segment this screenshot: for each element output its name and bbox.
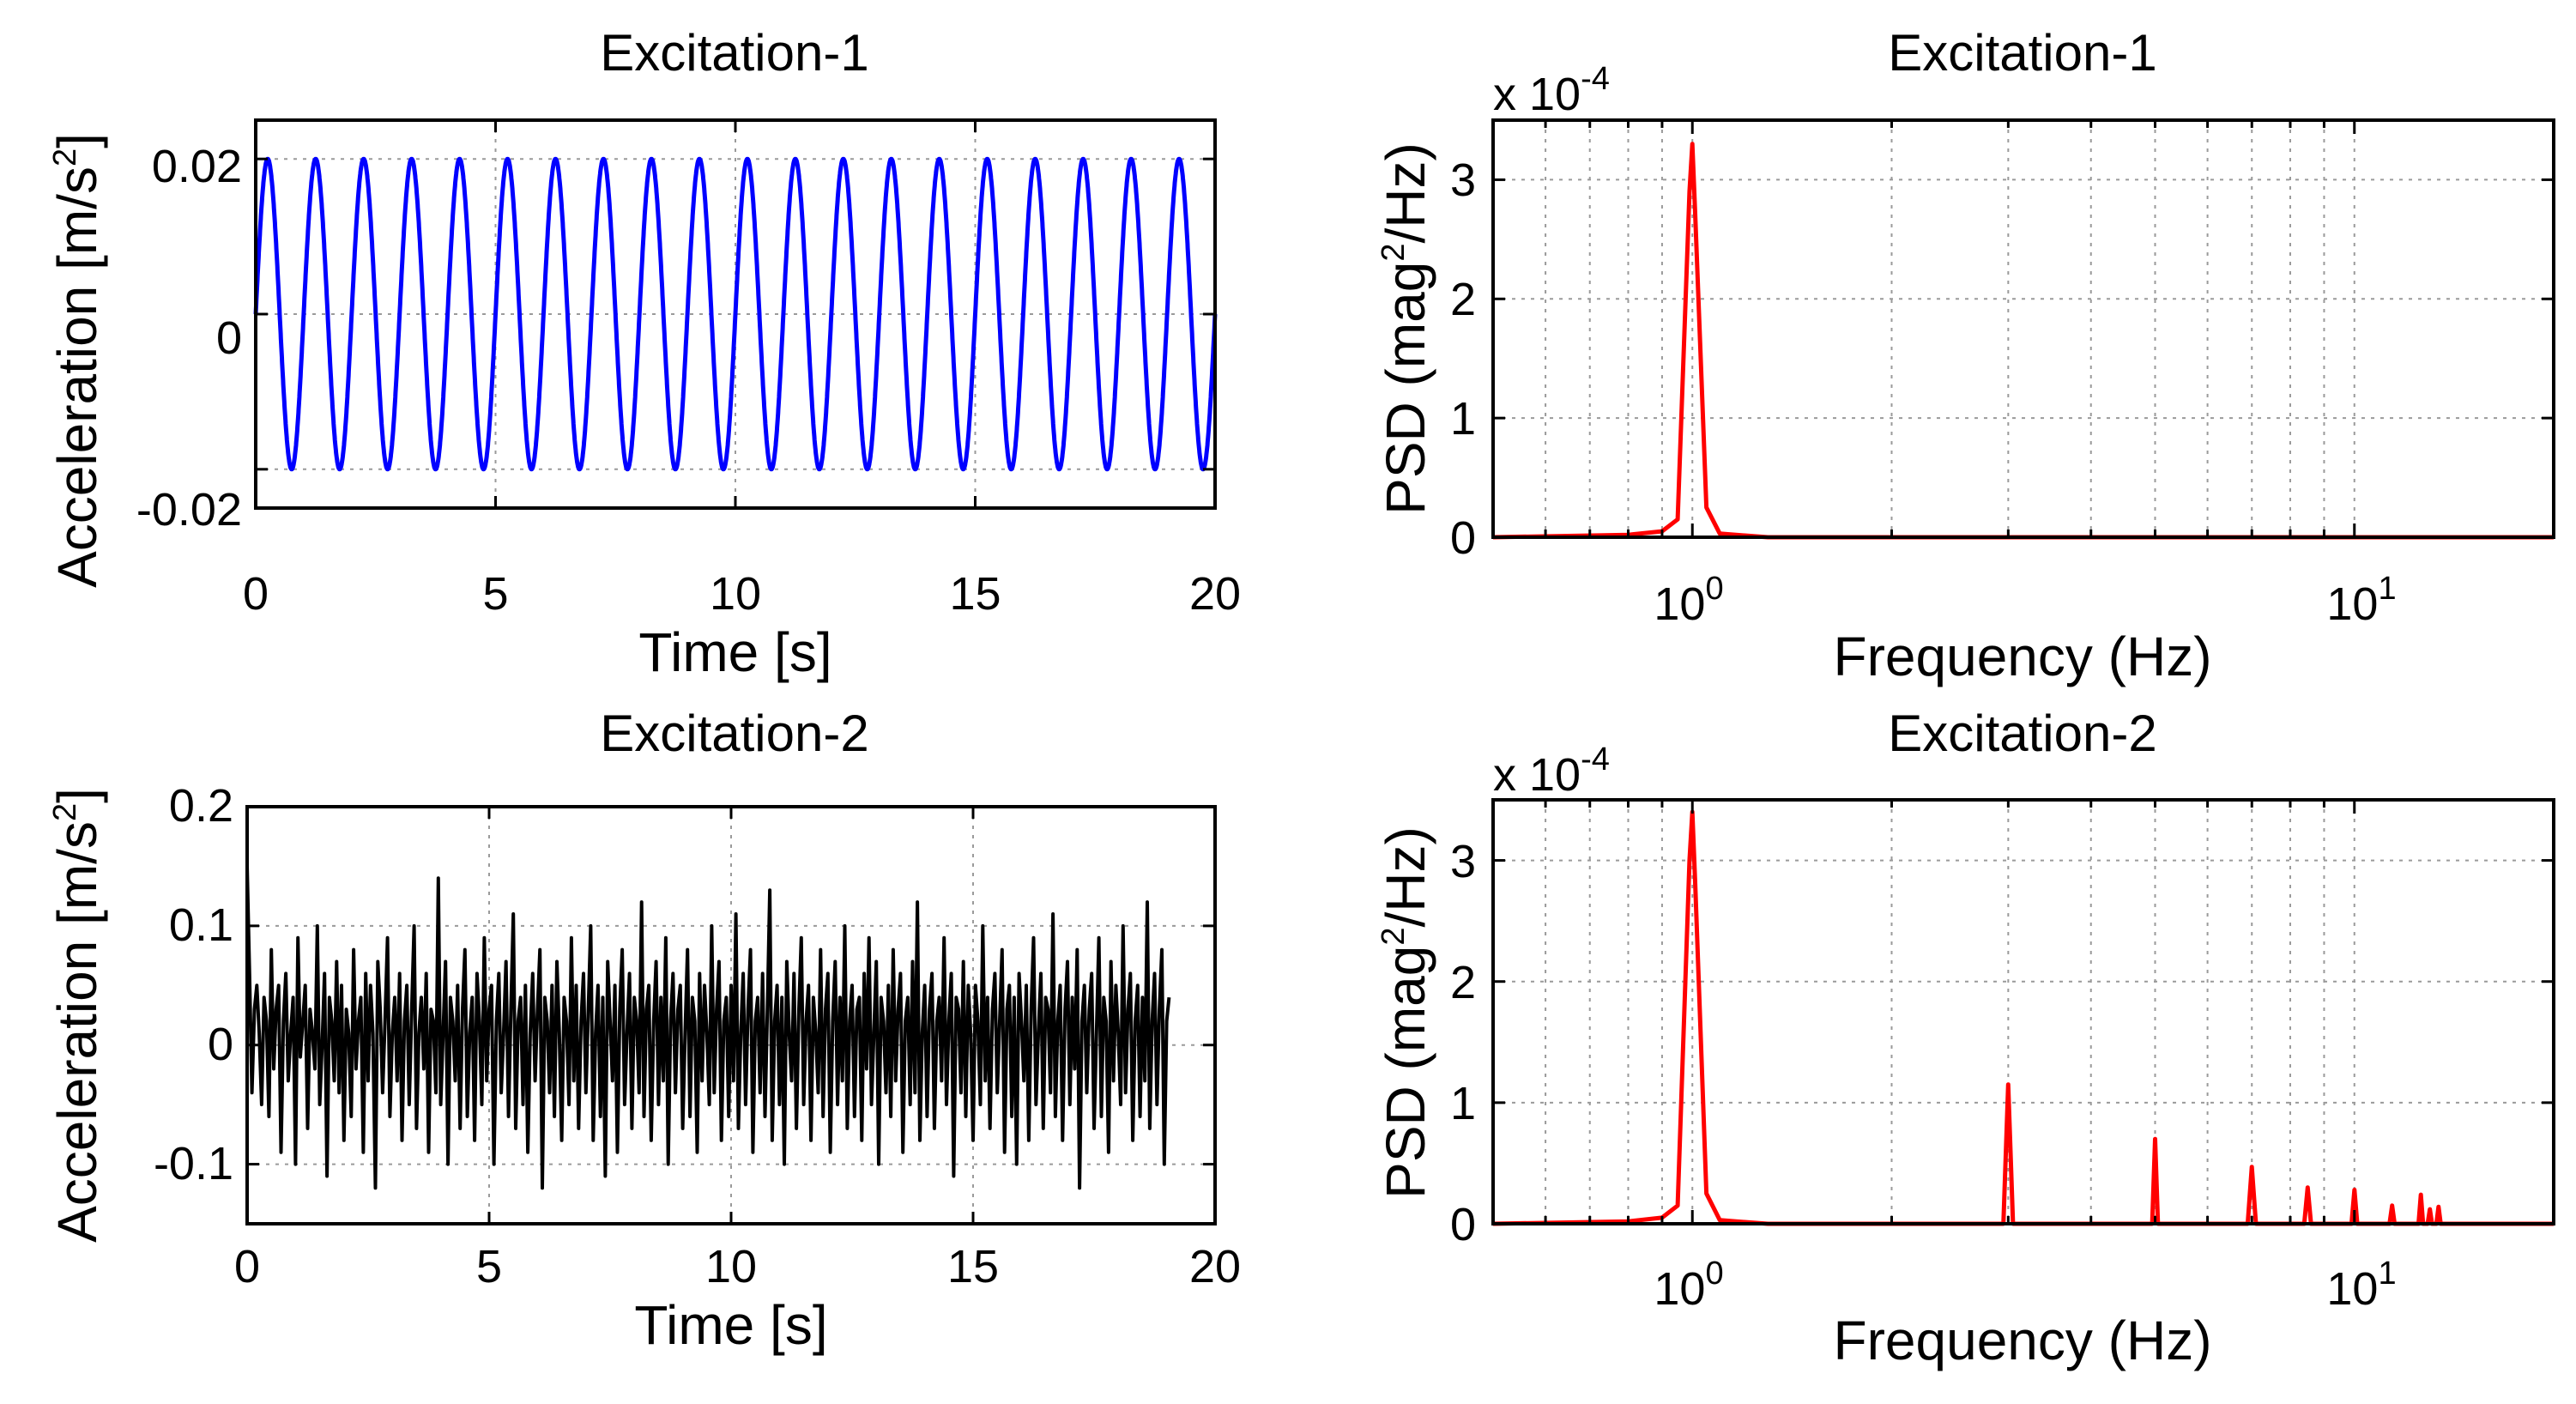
series-line-random: [245, 866, 1171, 1190]
y-axis-label: Acceleration [m/s2]: [46, 133, 108, 588]
grid: [1492, 120, 2555, 538]
y-tick-labels: -0.1 0 0.1 0.2: [154, 780, 233, 1189]
y-tick-label: 0: [1450, 1199, 1476, 1250]
y-tick-label: 1: [1450, 1078, 1476, 1129]
x-tick-label: 100: [1654, 1256, 1723, 1315]
y-tick-labels: 0 1 2 3: [1450, 836, 1476, 1250]
y-tick-label: -0.02: [136, 484, 242, 536]
panel-title: Excitation-1: [600, 24, 868, 82]
x-tick-labels: 0 5 10 15 20: [243, 568, 1241, 620]
x-tick-label: 5: [476, 1241, 502, 1292]
x-tick-labels: 100 101: [1654, 1256, 2396, 1315]
series-line-sine: [253, 156, 1218, 472]
y-tick-labels: 0 1 2 3: [1450, 154, 1476, 564]
y-tick-label: 3: [1450, 154, 1476, 206]
grid: [1492, 800, 2555, 1225]
x-tick-label: 15: [947, 1241, 999, 1292]
panel-excitation-1-time: Excitation-1 0 5 10 15 20 -0.02 0 0.02 T…: [46, 24, 1241, 683]
x-tick-label: 20: [1189, 568, 1241, 620]
plot-area: [1492, 809, 2554, 1226]
x-tick-label: 10: [705, 1241, 757, 1292]
plot-area: [1492, 142, 2554, 540]
x-tick-label: 100: [1654, 571, 1723, 630]
tick-marks: [254, 120, 1217, 508]
x-axis-label: Frequency (Hz): [1834, 1310, 2212, 1371]
axes-frame: [1491, 118, 2555, 539]
tick-marks: [245, 805, 1217, 1224]
x-tick-label: 0: [234, 1241, 260, 1292]
y-tick-label: 1: [1450, 393, 1476, 445]
tick-marks: [1491, 120, 2555, 539]
panel-excitation-2-psd: Excitation-2 x 10-4 100 101 0 1 2 3 Freq…: [1375, 705, 2555, 1371]
x-tick-label: 0: [243, 568, 269, 620]
plot-area: [245, 866, 1171, 1190]
series-line-psd: [1492, 809, 2554, 1226]
x-tick-label: 10: [710, 568, 761, 620]
panel-title: Excitation-2: [1888, 705, 2156, 762]
x-tick-labels: 0 5 10 15 20: [234, 1241, 1241, 1292]
y-axis-label: Acceleration [m/s2]: [46, 788, 108, 1243]
y-tick-label: -0.1: [154, 1138, 233, 1189]
axes-frame: [1491, 798, 2555, 1225]
x-axis-label: Time [s]: [638, 621, 831, 683]
x-axis-label: Frequency (Hz): [1834, 626, 2212, 687]
y-tick-label: 0: [208, 1019, 233, 1070]
y-axis-label: PSD (mag2/Hz): [1375, 142, 1436, 515]
x-axis-label: Time [s]: [634, 1294, 827, 1356]
x-tick-label: 5: [482, 568, 508, 620]
plot-area: [253, 156, 1218, 472]
y-tick-label: 0.2: [169, 780, 233, 832]
y-axis-label: PSD (mag2/Hz): [1375, 826, 1436, 1199]
y-multiplier: x 10-4: [1493, 741, 1610, 801]
series-line-psd: [1492, 142, 2554, 540]
y-tick-label: 2: [1450, 274, 1476, 325]
x-tick-label: 101: [2326, 571, 2396, 630]
x-tick-label: 15: [949, 568, 1001, 620]
y-tick-label: 2: [1450, 957, 1476, 1008]
y-multiplier: x 10-4: [1493, 61, 1610, 120]
panel-excitation-1-psd: Excitation-1 x 10-4 100 101 0 1 2 3 Freq…: [1375, 24, 2555, 687]
panel-excitation-2-time: Excitation-2 0 5 10 15 20 -0.1 0 0.1 0.2…: [46, 705, 1241, 1356]
y-tick-label: 3: [1450, 836, 1476, 887]
y-tick-label: 0.1: [169, 899, 233, 951]
tick-marks: [1491, 800, 2555, 1225]
panel-title: Excitation-2: [600, 705, 868, 762]
x-tick-label: 101: [2326, 1256, 2396, 1315]
panel-title: Excitation-1: [1888, 24, 2156, 82]
y-tick-label: 0.02: [152, 141, 242, 192]
y-tick-label: 0: [1450, 512, 1476, 564]
x-tick-labels: 100 101: [1654, 571, 2396, 630]
y-tick-labels: -0.02 0 0.02: [136, 141, 242, 536]
y-tick-label: 0: [216, 312, 242, 364]
x-tick-label: 20: [1189, 1241, 1241, 1292]
